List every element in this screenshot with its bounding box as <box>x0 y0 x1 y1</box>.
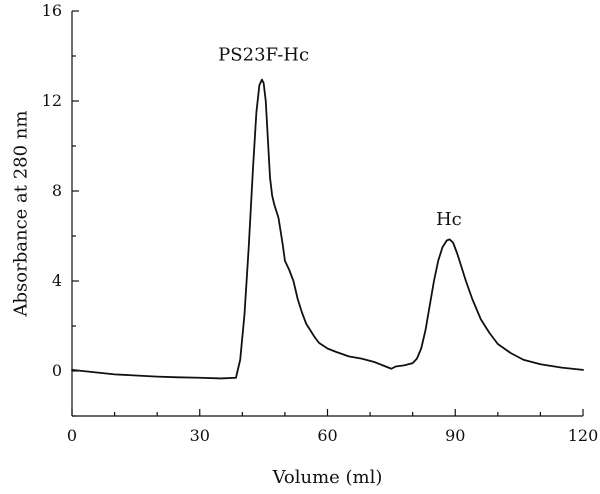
x-tick-label: 120 <box>568 426 599 445</box>
x-ticks: 0 30 60 90 120 <box>67 409 598 445</box>
y-tick-label: 12 <box>42 91 62 110</box>
x-axis-title: Volume (ml) <box>272 467 383 488</box>
x-tick-label: 60 <box>317 426 337 445</box>
peak-label: Hc <box>436 209 462 230</box>
absorbance-curve <box>71 78 584 380</box>
y-tick-label: 4 <box>52 271 62 290</box>
peak-annotations: PS23F-Hc Hc <box>218 45 462 230</box>
y-tick-label: 16 <box>42 1 62 20</box>
x-tick-label: 90 <box>445 426 465 445</box>
x-tick-label: 0 <box>67 426 77 445</box>
x-tick-label: 30 <box>190 426 210 445</box>
y-tick-label: 8 <box>52 181 62 200</box>
peak-label: PS23F-Hc <box>218 45 309 66</box>
y-ticks: 0 4 8 12 16 <box>42 1 79 417</box>
y-axis-title: Absorbance at 280 nm <box>10 111 31 318</box>
plot-area: 0 4 8 12 16 0 30 60 90 120 PS23F-Hc Hc <box>42 1 599 445</box>
y-tick-label: 0 <box>52 361 62 380</box>
